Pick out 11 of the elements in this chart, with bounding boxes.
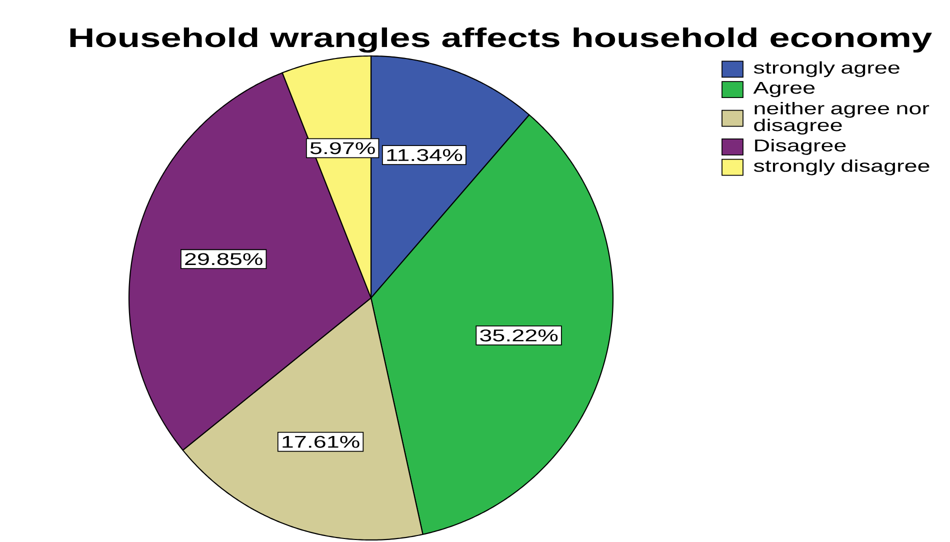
legend-label: neither agree nor disagree [754, 102, 930, 135]
chart-title: Household wrangles affects household economy [70, 27, 932, 53]
legend-label: strongly agree [754, 61, 900, 78]
data-label: 35.22% [480, 329, 558, 342]
data-label: 17.61% [282, 436, 360, 448]
data-label: 11.34% [387, 149, 462, 162]
data-label: 29.85% [185, 253, 262, 266]
data-label: 5.97% [310, 142, 375, 154]
legend-label: strongly disagree [754, 159, 930, 176]
legend-label: Disagree [755, 139, 846, 155]
legend-label: Agree [753, 82, 815, 98]
